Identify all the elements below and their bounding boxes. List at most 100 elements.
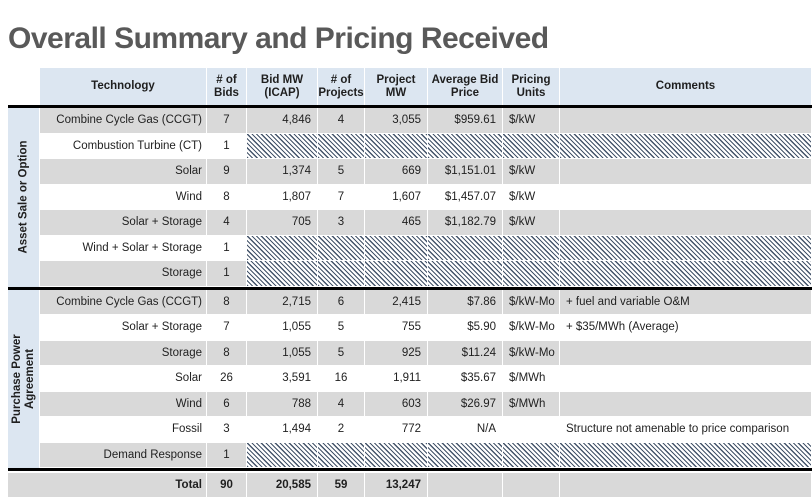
hatched-cell xyxy=(365,235,428,260)
col-header-projects: # of Projects xyxy=(318,68,365,105)
divider xyxy=(8,286,812,290)
total-bids: 90 xyxy=(207,473,247,497)
project-mw-cell: 755 xyxy=(365,315,428,340)
table-row: Combine Cycle Gas (CCGT) 7 4,846 4 3,055… xyxy=(40,108,812,134)
bids-cell: 7 xyxy=(207,315,247,340)
technology-cell: Solar + Storage xyxy=(40,210,207,235)
units-cell: $/MWh xyxy=(503,391,560,416)
comment-cell xyxy=(560,210,812,235)
section-purchase-power-agreement: Purchase Power Agreement Combine Cycle G… xyxy=(8,289,812,468)
page-title: Overall Summary and Pricing Received xyxy=(8,22,549,56)
technology-cell: Storage xyxy=(40,261,207,286)
table-row: Solar + Storage 7 1,055 5 755 $5.90 $/kW… xyxy=(40,315,812,341)
projects-cell: 16 xyxy=(318,366,365,391)
total-bid-mw: 20,585 xyxy=(247,473,318,497)
comment-cell xyxy=(560,340,812,365)
bid-mw-cell: 1,807 xyxy=(247,184,318,209)
price-cell: $35.67 xyxy=(428,366,503,391)
hatched-cell xyxy=(560,261,812,286)
section-asset-sale-or-option: Asset Sale or Option Combine Cycle Gas (… xyxy=(8,108,812,287)
table-header-row: Technology # of Bids Bid MW (ICAP) # of … xyxy=(40,68,812,105)
projects-cell: 4 xyxy=(318,108,365,133)
price-cell: $5.90 xyxy=(428,315,503,340)
table-row: Storage 1 xyxy=(40,261,812,287)
bids-cell: 1 xyxy=(207,442,247,467)
hatched-cell xyxy=(428,261,503,286)
bids-cell: 7 xyxy=(207,108,247,133)
bids-cell: 8 xyxy=(207,340,247,365)
price-cell: $7.86 xyxy=(428,289,503,314)
col-header-bid-mw: Bid MW (ICAP) xyxy=(247,68,318,105)
hatched-cell xyxy=(247,235,318,260)
comment-cell xyxy=(560,184,812,209)
technology-cell: Combine Cycle Gas (CCGT) xyxy=(40,289,207,314)
technology-cell: Wind xyxy=(40,184,207,209)
col-header-bids: # of Bids xyxy=(207,68,247,105)
comment-cell: + fuel and variable O&M xyxy=(560,289,812,314)
projects-cell: 6 xyxy=(318,289,365,314)
table-row: Solar + Storage 4 705 3 465 $1,182.79 $/… xyxy=(40,210,812,236)
comment-cell xyxy=(560,159,812,184)
hatched-cell xyxy=(247,442,318,467)
hatched-cell xyxy=(247,133,318,158)
projects-cell: 3 xyxy=(318,210,365,235)
price-cell: $1,182.79 xyxy=(428,210,503,235)
bids-cell: 1 xyxy=(207,133,247,158)
total-project-mw: 13,247 xyxy=(365,473,428,497)
hatched-cell xyxy=(503,235,560,260)
units-cell: $/kW-Mo xyxy=(503,289,560,314)
section-rows: Combine Cycle Gas (CCGT) 8 2,715 6 2,415… xyxy=(40,289,812,468)
bids-cell: 1 xyxy=(207,261,247,286)
technology-cell: Combustion Turbine (CT) xyxy=(40,133,207,158)
units-cell: $/kW xyxy=(503,108,560,133)
project-mw-cell: 603 xyxy=(365,391,428,416)
comment-cell: + $35/MWh (Average) xyxy=(560,315,812,340)
units-cell: $/kW xyxy=(503,210,560,235)
table-row: Storage 8 1,055 5 925 $11.24 $/kW-Mo xyxy=(40,340,812,366)
bids-cell: 4 xyxy=(207,210,247,235)
units-cell: $/MWh xyxy=(503,366,560,391)
project-mw-cell: 1,911 xyxy=(365,366,428,391)
price-cell: $1,457.07 xyxy=(428,184,503,209)
table-row: Combustion Turbine (CT) 1 xyxy=(40,133,812,159)
table-row: Solar 26 3,591 16 1,911 $35.67 $/MWh xyxy=(40,366,812,392)
units-cell: $/kW xyxy=(503,159,560,184)
col-header-comments: Comments xyxy=(560,68,812,105)
technology-cell: Wind + Solar + Storage xyxy=(40,235,207,260)
table-row: Wind 8 1,807 7 1,607 $1,457.07 $/kW xyxy=(40,184,812,210)
pricing-summary-table: Technology # of Bids Bid MW (ICAP) # of … xyxy=(8,68,812,497)
hatched-cell xyxy=(428,133,503,158)
divider xyxy=(8,105,812,108)
section-label-ppa: Purchase Power Agreement xyxy=(8,289,40,468)
bids-cell: 8 xyxy=(207,289,247,314)
hatched-cell xyxy=(503,442,560,467)
hatched-cell xyxy=(365,133,428,158)
section-label-text: Asset Sale or Option xyxy=(17,140,30,254)
total-row: Total 90 20,585 59 13,247 xyxy=(8,473,812,497)
table-row: Fossil 3 1,494 2 772 N/A Structure not a… xyxy=(40,417,812,443)
units-cell: $/kW-Mo xyxy=(503,315,560,340)
hatched-cell xyxy=(560,442,812,467)
project-mw-cell: 772 xyxy=(365,417,428,442)
section-label-text: Purchase Power Agreement xyxy=(10,334,36,424)
technology-cell: Solar xyxy=(40,159,207,184)
comment-cell xyxy=(560,366,812,391)
projects-cell: 7 xyxy=(318,184,365,209)
technology-cell: Demand Response xyxy=(40,442,207,467)
project-mw-cell: 1,607 xyxy=(365,184,428,209)
hatched-cell xyxy=(318,442,365,467)
spacer xyxy=(8,471,812,473)
comment-cell: Structure not amenable to price comparis… xyxy=(560,417,812,442)
project-mw-cell: 465 xyxy=(365,210,428,235)
project-mw-cell: 2,415 xyxy=(365,289,428,314)
projects-cell: 4 xyxy=(318,391,365,416)
projects-cell: 2 xyxy=(318,417,365,442)
bid-mw-cell: 1,055 xyxy=(247,315,318,340)
hatched-cell xyxy=(428,235,503,260)
hatched-cell xyxy=(428,442,503,467)
table-row: Combine Cycle Gas (CCGT) 8 2,715 6 2,415… xyxy=(40,289,812,315)
hatched-cell xyxy=(503,133,560,158)
price-cell: $959.61 xyxy=(428,108,503,133)
project-mw-cell: 3,055 xyxy=(365,108,428,133)
bids-cell: 3 xyxy=(207,417,247,442)
